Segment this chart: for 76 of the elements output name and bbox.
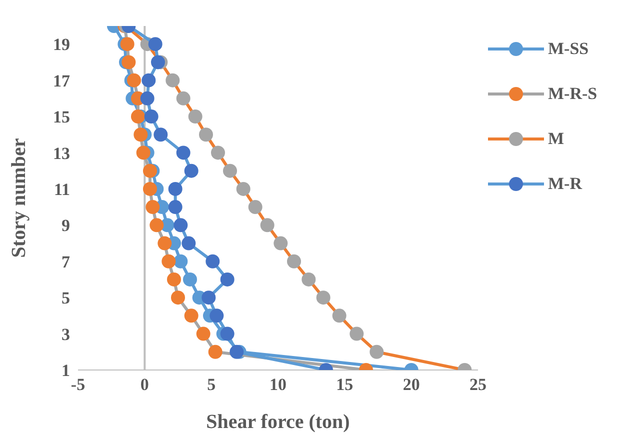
- point: [158, 236, 172, 250]
- point: [134, 128, 148, 142]
- y-tick-label: 19: [53, 35, 70, 54]
- x-tick-label: 10: [270, 375, 286, 394]
- y-tick-label: 11: [54, 180, 70, 199]
- point: [370, 344, 384, 359]
- point: [223, 164, 237, 178]
- y-tick-label: 15: [53, 108, 70, 127]
- point: [168, 182, 182, 196]
- point: [206, 254, 220, 268]
- x-tick-label: 15: [336, 375, 354, 394]
- point: [150, 218, 164, 232]
- point: [174, 254, 188, 268]
- point: [148, 37, 162, 52]
- point: [211, 146, 225, 160]
- point: [188, 110, 202, 124]
- point: [230, 344, 244, 359]
- point: [332, 308, 346, 323]
- point: [151, 55, 165, 70]
- point: [248, 200, 262, 214]
- point: [316, 290, 330, 305]
- point: [220, 272, 234, 286]
- x-tick-label: 5: [207, 375, 216, 394]
- point: [274, 236, 288, 250]
- y-tick-label: 17: [53, 71, 70, 90]
- y-tick-label: 5: [62, 288, 70, 308]
- point: [140, 91, 154, 106]
- point: [143, 182, 157, 196]
- point: [154, 128, 168, 142]
- point: [176, 146, 190, 160]
- point: [236, 182, 250, 196]
- y-axis-title: Story number: [8, 138, 30, 258]
- x-tick-label: -5: [70, 375, 86, 394]
- point: [142, 73, 156, 88]
- point: [144, 110, 158, 124]
- y-tick-label: 3: [62, 324, 70, 344]
- point: [184, 164, 198, 178]
- point: [182, 236, 196, 250]
- point: [127, 73, 141, 88]
- point: [136, 146, 150, 160]
- point: [162, 254, 176, 268]
- point: [183, 272, 197, 286]
- point: [350, 326, 364, 341]
- point: [199, 128, 213, 142]
- x-tick-label: 0: [140, 375, 149, 394]
- legend-label: M: [548, 128, 564, 148]
- point: [220, 326, 234, 341]
- point: [171, 290, 185, 305]
- y-tick-label: 7: [62, 252, 70, 272]
- point: [302, 272, 316, 286]
- point: [287, 254, 301, 268]
- point: [196, 326, 210, 341]
- x-tick-label: 25: [470, 375, 486, 394]
- point: [208, 344, 222, 359]
- x-tick-label: 20: [402, 375, 420, 394]
- x-axis-title: Shear force (ton): [206, 411, 350, 433]
- point: [143, 164, 157, 178]
- point: [168, 200, 182, 214]
- legend-label: M-R-S: [548, 84, 598, 104]
- point: [260, 218, 274, 232]
- y-tick-label: 9: [62, 216, 70, 236]
- point: [210, 308, 224, 323]
- legend-label: M-R: [548, 174, 582, 194]
- point: [166, 73, 180, 88]
- point: [184, 308, 198, 323]
- legend-label: M-SS: [548, 38, 589, 58]
- point: [167, 272, 181, 286]
- y-tick-label: 13: [53, 144, 70, 163]
- point: [176, 91, 190, 106]
- point: [202, 290, 216, 305]
- point: [131, 110, 145, 124]
- point: [120, 37, 134, 52]
- y-tick-label: 1: [62, 361, 70, 380]
- point: [174, 218, 188, 232]
- point: [146, 200, 160, 214]
- point: [122, 55, 136, 70]
